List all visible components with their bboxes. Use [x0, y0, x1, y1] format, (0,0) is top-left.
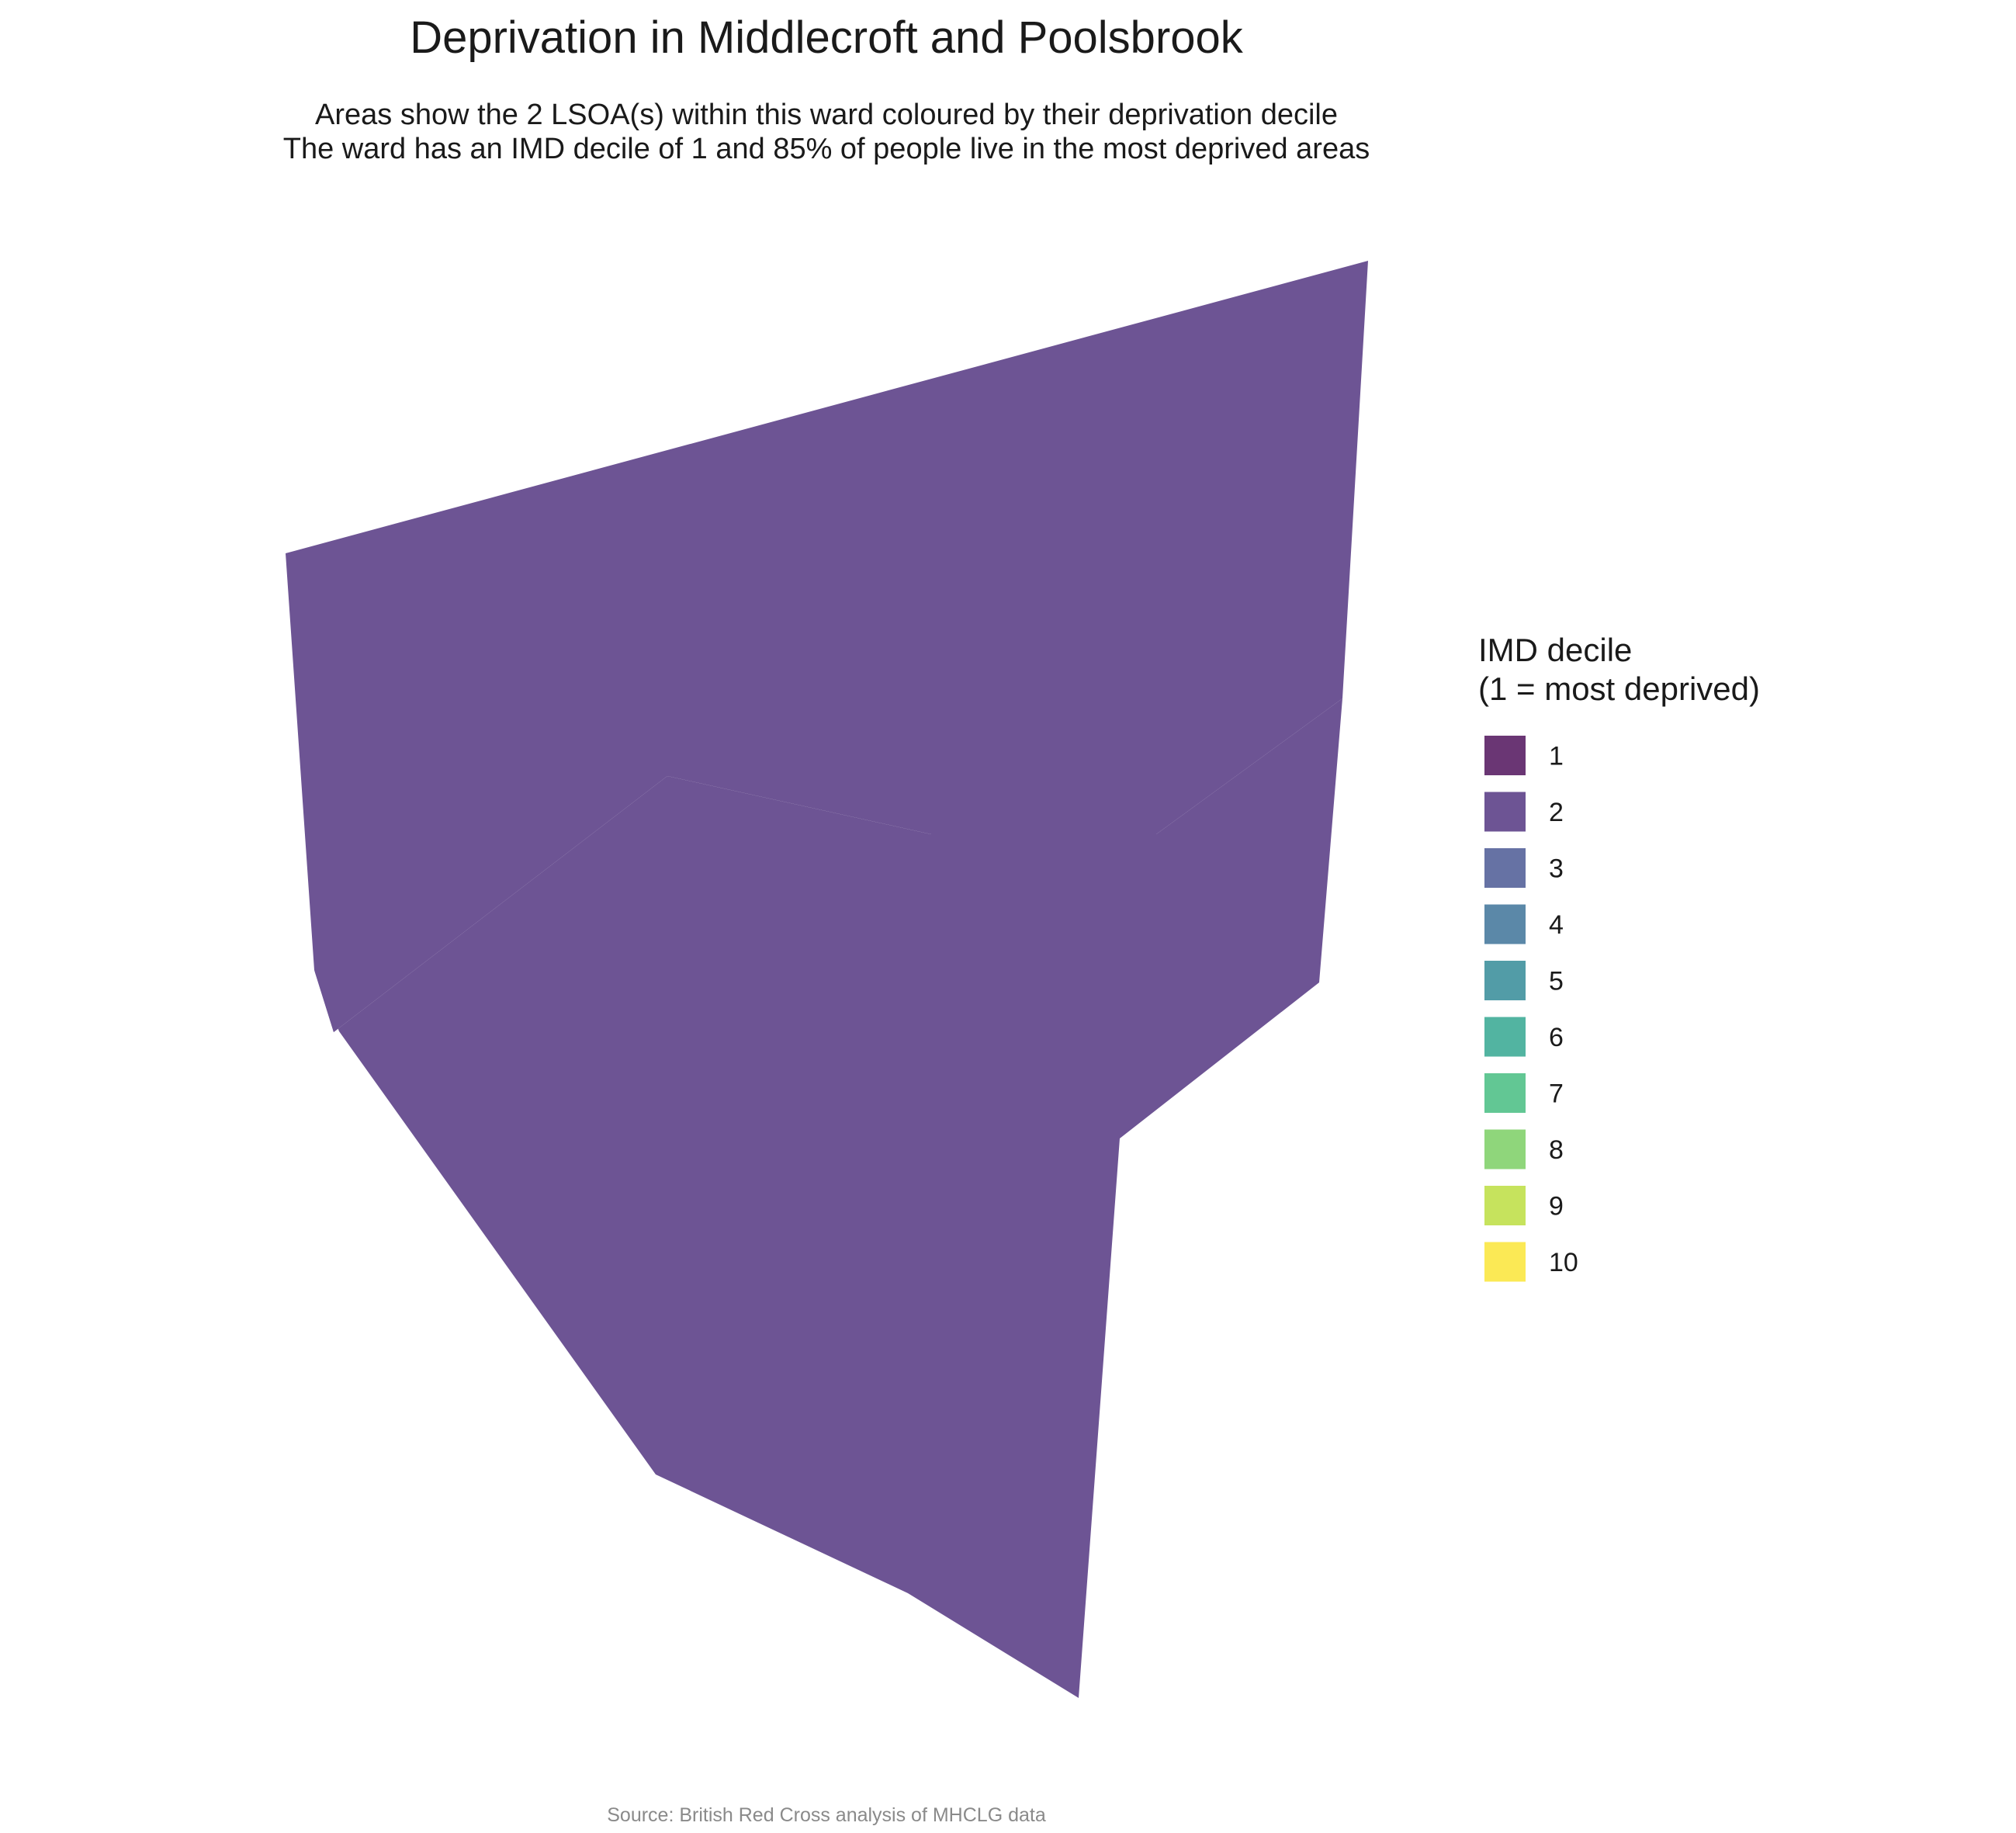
- map-title: Deprivation in Middlecroft and Poolsbroo…: [410, 12, 1244, 63]
- legend-label-1: 1: [1549, 742, 1564, 771]
- source-caption: Source: British Red Cross analysis of MH…: [607, 1804, 1046, 1826]
- legend-swatch-6: [1484, 1017, 1526, 1057]
- legend-swatch-4: [1484, 904, 1526, 944]
- map-area-layer: [286, 261, 1368, 1698]
- lsoa-area-b[interactable]: [314, 698, 1342, 1698]
- legend-label-9: 9: [1549, 1192, 1564, 1221]
- legend-swatch-1: [1484, 736, 1526, 775]
- lsoa-area-a[interactable]: [286, 261, 1368, 1032]
- legend: IMD decile (1 = most deprived) 1 2 3 4 5 6 7 8 9…: [1478, 632, 1760, 1282]
- legend-label-8: 8: [1549, 1135, 1564, 1165]
- map-subtitle-line-1: Areas show the 2 LSOA(s) within this war…: [315, 99, 1338, 131]
- legend-label-7: 7: [1549, 1079, 1564, 1109]
- legend-swatch-2: [1484, 792, 1526, 832]
- legend-swatch-9: [1484, 1186, 1526, 1225]
- legend-label-4: 4: [1549, 910, 1564, 940]
- legend-swatch-7: [1484, 1073, 1526, 1113]
- legend-swatch-5: [1484, 961, 1526, 1000]
- legend-title-line-1: IMD decile: [1478, 632, 1632, 668]
- legend-label-10: 10: [1549, 1248, 1578, 1277]
- legend-label-3: 3: [1549, 854, 1564, 884]
- legend-label-2: 2: [1549, 798, 1564, 827]
- legend-title-line-2: (1 = most deprived): [1478, 670, 1760, 707]
- legend-swatch-10: [1484, 1242, 1526, 1282]
- legend-swatch-8: [1484, 1129, 1526, 1169]
- legend-label-6: 6: [1549, 1023, 1564, 1052]
- map-subtitle-line-2: The ward has an IMD decile of 1 and 85% …: [283, 133, 1370, 165]
- legend-swatch-3: [1484, 848, 1526, 888]
- legend-label-5: 5: [1549, 967, 1564, 996]
